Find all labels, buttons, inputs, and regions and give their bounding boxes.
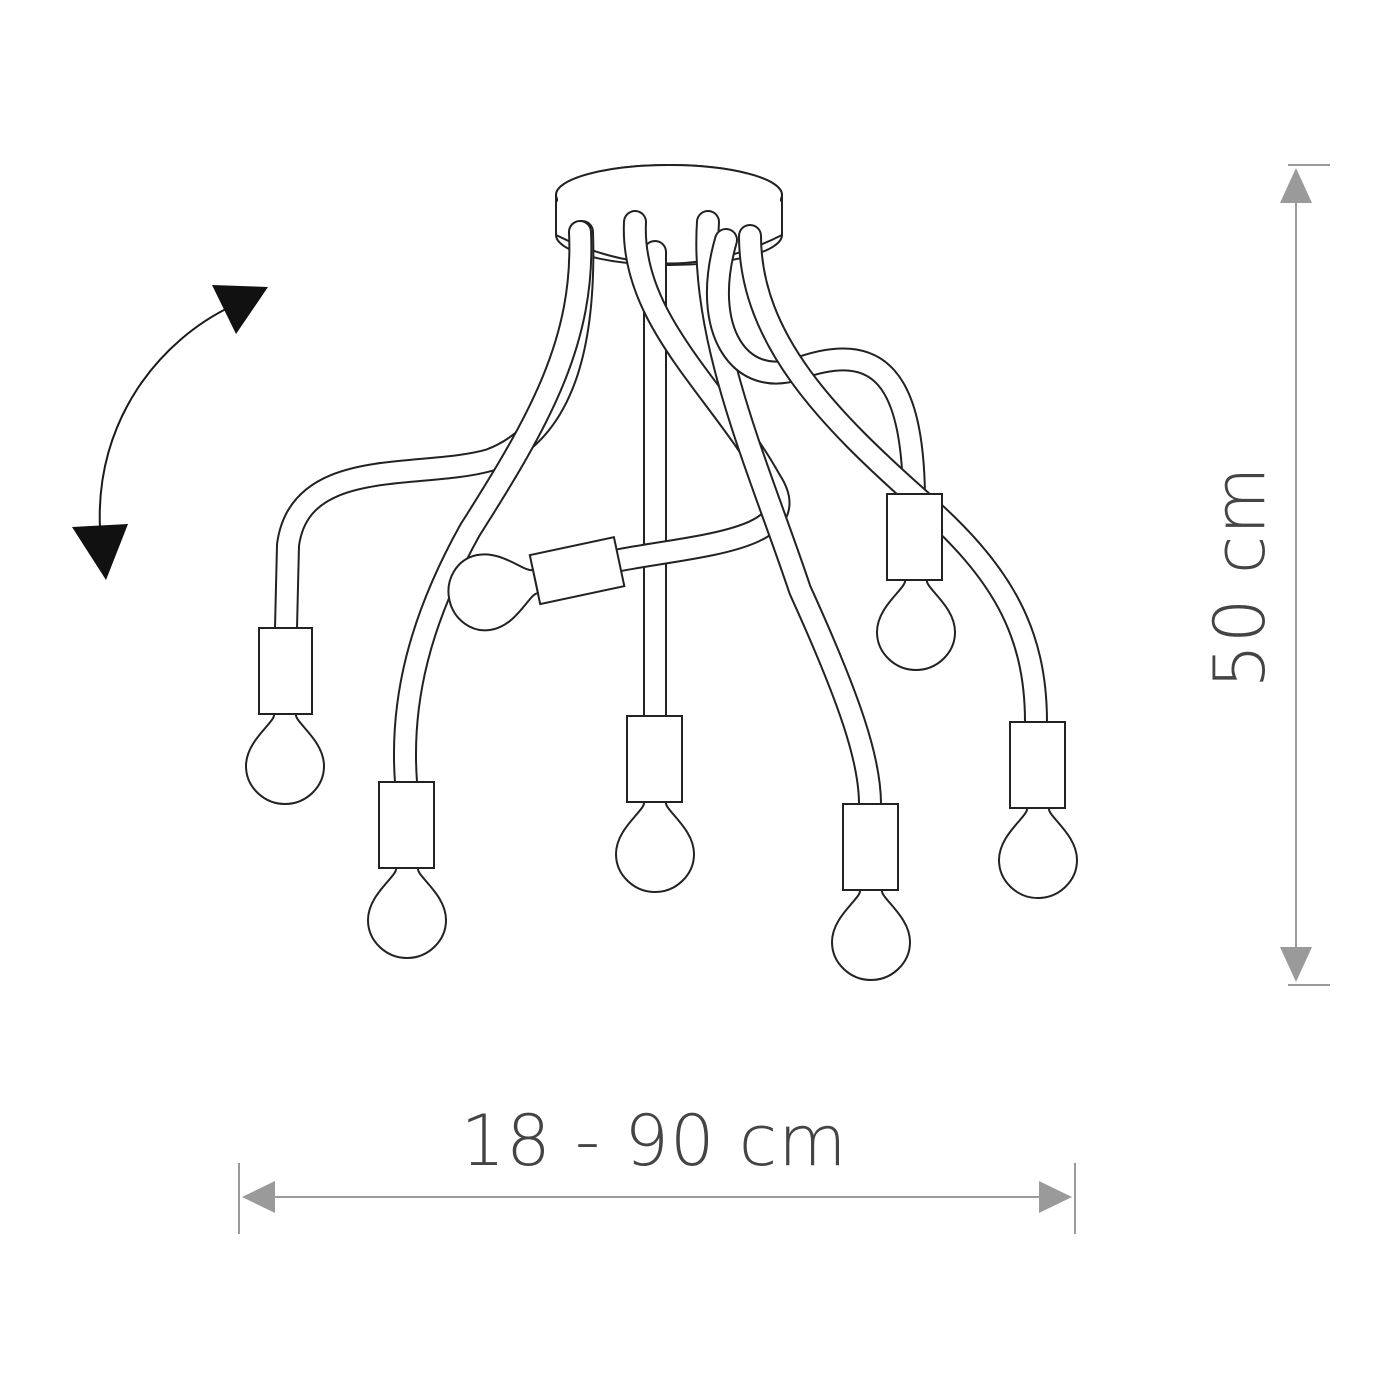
light-bulb-icon	[875, 579, 957, 672]
light-bulb-icon	[447, 553, 540, 632]
flexible-arms	[274, 210, 1048, 816]
lamp	[244, 164, 1079, 982]
light-bulb-icon	[614, 801, 696, 894]
socket	[258, 627, 313, 715]
bulb-1	[244, 627, 326, 806]
left-arrow-icon	[242, 1181, 275, 1213]
light-bulb-icon	[366, 867, 448, 960]
right-arrow-icon	[1039, 1181, 1072, 1213]
light-bulb-icon	[997, 807, 1079, 900]
bulb-4	[830, 803, 912, 982]
up-arrow-icon	[1280, 168, 1312, 203]
socket	[886, 493, 943, 581]
bulb-2	[366, 781, 448, 960]
width-dimension-label: 18 - 90 cm	[460, 1100, 848, 1182]
bulb-7	[447, 536, 626, 632]
bulb-3	[614, 715, 696, 894]
height-dimension	[1280, 164, 1330, 986]
bulb-5	[875, 493, 957, 672]
down-arrow-icon	[1280, 947, 1312, 982]
adjust-arrows-icon	[72, 285, 268, 580]
socket	[528, 536, 626, 606]
width-dimension	[238, 1163, 1076, 1234]
socket	[626, 715, 683, 803]
socket	[378, 781, 435, 869]
bulb-6	[997, 721, 1079, 900]
socket	[1009, 721, 1066, 809]
socket	[842, 803, 899, 891]
light-bulb-icon	[830, 889, 912, 982]
height-dimension-label: 50 cm	[1199, 465, 1281, 689]
light-bulb-icon	[244, 713, 326, 806]
